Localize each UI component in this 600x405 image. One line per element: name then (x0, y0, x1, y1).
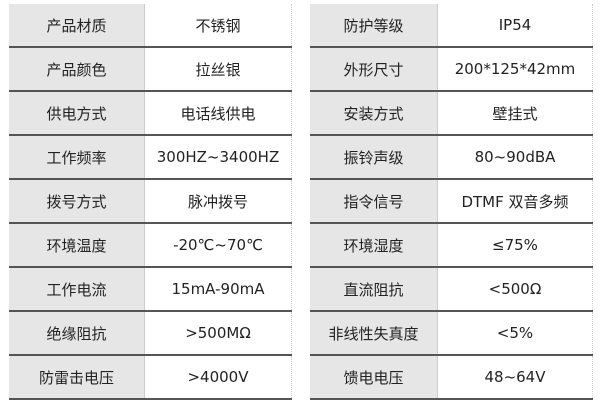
spec-value: <5% (437, 311, 593, 356)
spec-label: 防雷击电压 (9, 355, 145, 400)
spec-value: 电话线供电 (144, 91, 292, 136)
spec-value: <500Ω (437, 267, 593, 312)
spec-value: >4000V (144, 355, 292, 400)
spec-label: 安装方式 (310, 91, 438, 136)
spec-label: 外形尺寸 (310, 47, 438, 92)
spec-value: 15mA-90mA (144, 267, 292, 312)
spec-label: 工作电流 (9, 267, 145, 312)
spec-row: 防雷击电压 >4000V (9, 355, 292, 400)
spec-label: 直流阻抗 (310, 267, 438, 312)
spec-label: 环境温度 (9, 223, 145, 268)
spec-row: 绝缘阻抗 >500MΩ (9, 311, 292, 356)
spec-row: 馈电电压 48~64V (310, 355, 593, 400)
spec-row: 直流阻抗 <500Ω (310, 267, 593, 312)
spec-table-right: 防护等级 IP54 外形尺寸 200*125*42mm 安装方式 壁挂式 振铃声级 80~90… (310, 4, 593, 400)
spec-value: 200*125*42mm (437, 47, 593, 92)
spec-value: ≤75% (437, 223, 593, 268)
spec-row: 环境湿度 ≤75% (310, 223, 593, 268)
spec-value: -20℃~70℃ (144, 223, 292, 268)
spec-row: 指令信号 DTMF 双音多频 (310, 179, 593, 224)
spec-value: >500MΩ (144, 311, 292, 356)
spec-label: 产品材质 (9, 4, 145, 48)
spec-label: 供电方式 (9, 91, 145, 136)
spec-label: 防护等级 (310, 4, 438, 48)
spec-table-left: 产品材质 不锈钢 产品颜色 拉丝银 供电方式 电话线供电 工作频率 300HZ~3400HZ 拨… (9, 4, 292, 400)
spec-value: 80~90dBA (437, 135, 593, 180)
spec-label: 指令信号 (310, 179, 438, 224)
spec-label: 馈电电压 (310, 355, 438, 400)
spec-value: IP54 (437, 4, 593, 48)
spec-row: 产品材质 不锈钢 (9, 4, 292, 48)
spec-row: 防护等级 IP54 (310, 4, 593, 48)
spec-row: 工作电流 15mA-90mA (9, 267, 292, 312)
spec-label: 振铃声级 (310, 135, 438, 180)
spec-row: 外形尺寸 200*125*42mm (310, 47, 593, 92)
spec-value: 拉丝银 (144, 47, 292, 92)
spec-label: 产品颜色 (9, 47, 145, 92)
spec-row: 供电方式 电话线供电 (9, 91, 292, 136)
spec-row: 振铃声级 80~90dBA (310, 135, 593, 180)
spec-label: 工作频率 (9, 135, 145, 180)
spec-row: 安装方式 壁挂式 (310, 91, 593, 136)
spec-value: 脉冲拨号 (144, 179, 292, 224)
spec-value: 壁挂式 (437, 91, 593, 136)
spec-label: 环境湿度 (310, 223, 438, 268)
spec-label: 绝缘阻抗 (9, 311, 145, 356)
spec-label: 非线性失真度 (310, 311, 438, 356)
spec-value: 不锈钢 (144, 4, 292, 48)
spec-row: 拨号方式 脉冲拨号 (9, 179, 292, 224)
spec-row: 工作频率 300HZ~3400HZ (9, 135, 292, 180)
spec-value: DTMF 双音多频 (437, 179, 593, 224)
spec-value: 48~64V (437, 355, 593, 400)
spec-row: 环境温度 -20℃~70℃ (9, 223, 292, 268)
spec-label: 拨号方式 (9, 179, 145, 224)
spec-row: 非线性失真度 <5% (310, 311, 593, 356)
spec-value: 300HZ~3400HZ (144, 135, 292, 180)
spec-row: 产品颜色 拉丝银 (9, 47, 292, 92)
